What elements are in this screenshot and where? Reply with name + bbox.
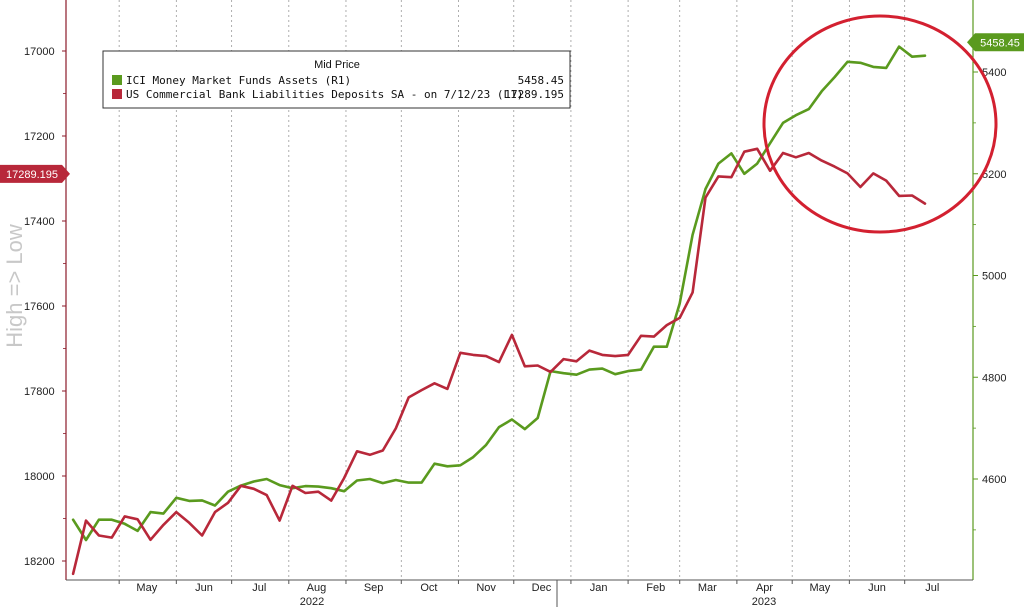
x-month-label: Jul xyxy=(252,582,266,594)
left-tick-label: 17800 xyxy=(24,386,55,398)
series-layer xyxy=(71,45,927,576)
right-tick-label: 5400 xyxy=(982,67,1006,79)
right-last-value-text: 5458.45 xyxy=(980,37,1020,49)
left-axis-label: High => Low xyxy=(2,224,27,348)
x-month-label: Jan xyxy=(590,582,608,594)
x-axis: May Jun Jul Aug Sep Oct Nov Dec Jan Feb Mar Apr May J… xyxy=(66,579,973,608)
left-tick-label: 18000 xyxy=(24,471,55,483)
right-axis-ticks: 5400 5200 5000 4800 4600 xyxy=(973,67,1006,531)
x-month-label: Jul xyxy=(925,582,939,594)
x-month-label: Dec xyxy=(532,582,552,594)
x-month-label: Mar xyxy=(698,582,717,594)
legend-label-mmf: ICI Money Market Funds Assets (R1) xyxy=(126,74,351,87)
legend-title: Mid Price xyxy=(314,59,360,71)
legend: Mid Price ICI Money Market Funds Assets … xyxy=(102,50,571,109)
year-label-2022: 2022 xyxy=(300,596,324,608)
x-month-label: May xyxy=(136,582,157,594)
right-axis: 5400 5200 5000 4800 4600 xyxy=(972,0,1006,580)
legend-value-deposits: 17289.195 xyxy=(504,88,564,101)
right-last-value-tag: 5458.45 xyxy=(967,33,1024,52)
left-tick-label: 17600 xyxy=(24,301,55,313)
series-line-money-market-funds xyxy=(71,45,927,542)
right-tick-label: 5200 xyxy=(982,169,1006,181)
right-tick-label: 5000 xyxy=(982,271,1006,283)
series-line-bank-deposits xyxy=(71,147,927,576)
highlight-circle xyxy=(762,14,998,234)
x-month-label: Jun xyxy=(195,582,213,594)
left-tick-label: 17000 xyxy=(24,46,55,58)
left-axis: 17000 17200 17400 17600 17800 18000 18200 High… xyxy=(2,0,67,580)
x-month-label: Nov xyxy=(476,582,496,594)
legend-value-mmf: 5458.45 xyxy=(518,74,564,87)
left-tick-label: 18200 xyxy=(24,556,55,568)
x-month-label: Apr xyxy=(756,582,773,594)
left-last-value-text: 17289.195 xyxy=(6,169,58,181)
x-month-label: Aug xyxy=(307,582,327,594)
x-month-label: Feb xyxy=(646,582,665,594)
x-month-label: Jun xyxy=(868,582,886,594)
legend-label-deposits: US Commercial Bank Liabilities Deposits … xyxy=(126,88,523,101)
right-tick-label: 4600 xyxy=(982,474,1006,486)
right-tick-label: 4800 xyxy=(982,372,1006,384)
x-month-label: Sep xyxy=(364,582,384,594)
x-axis-ticks: May Jun Jul Aug Sep Oct Nov Dec Jan Feb Mar Apr May J… xyxy=(118,580,939,594)
year-label-2023: 2023 xyxy=(752,596,776,608)
legend-swatch-deposits xyxy=(112,89,122,99)
left-last-value-tag: 17289.195 xyxy=(0,164,70,183)
left-tick-label: 17400 xyxy=(24,216,55,228)
x-month-label: May xyxy=(809,582,830,594)
left-axis-ticks: 17000 17200 17400 17600 17800 18000 18200 xyxy=(24,46,66,568)
left-tick-label: 17200 xyxy=(24,131,55,143)
x-month-label: Oct xyxy=(420,582,437,594)
legend-swatch-mmf xyxy=(112,75,122,85)
